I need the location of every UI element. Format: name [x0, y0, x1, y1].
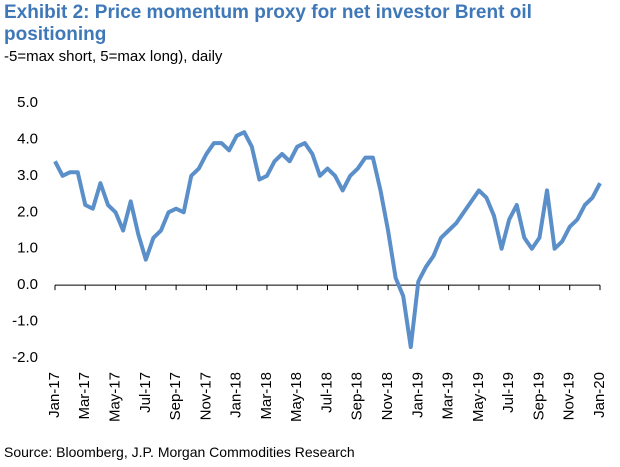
x-tick-label: Sep-17 — [167, 372, 184, 420]
y-tick-label: 3.0 — [17, 167, 38, 184]
x-tick-label: Jul-19 — [500, 372, 517, 413]
x-tick-label: Jan-18 — [228, 372, 245, 418]
y-tick-label: 1.0 — [17, 240, 38, 257]
x-tick-label: Sep-19 — [530, 372, 547, 420]
x-tick-label: Jul-17 — [137, 372, 154, 413]
x-tick-label: May-17 — [107, 372, 124, 422]
x-tick-label: Nov-19 — [561, 372, 578, 420]
x-tick-label: Mar-18 — [258, 372, 275, 420]
y-tick-label: 2.0 — [17, 203, 38, 220]
data-line — [53, 130, 602, 350]
x-tick-label: Jul-18 — [318, 372, 335, 413]
y-tick-label: 4.0 — [17, 130, 38, 147]
x-tick-label: May-19 — [470, 372, 487, 422]
chart: -2.0 -1.0 0.0 1.0 2.0 3.0 4.0 5.0 Jan-17 Mar-17 Ma… — [12, 94, 608, 422]
y-tick-label: 5.0 — [17, 94, 38, 111]
y-tick-label: -1.0 — [12, 313, 38, 330]
x-tick-label: Jan-20 — [591, 372, 608, 418]
x-tick-label: Nov-17 — [197, 372, 214, 420]
chart-title: Exhibit 2: Price momentum proxy for net … — [4, 2, 532, 45]
x-tick-label: Jan-19 — [409, 372, 426, 418]
x-tick-label: Nov-18 — [379, 372, 396, 420]
y-tick-label: -2.0 — [12, 349, 38, 366]
source-note: Source: Bloomberg, J.P. Morgan Commoditi… — [4, 444, 355, 460]
x-tick-label: May-18 — [288, 372, 305, 422]
y-tick-label: 0.0 — [17, 276, 38, 293]
x-tick-label: Mar-19 — [440, 372, 457, 420]
x-tick-label: Sep-18 — [349, 372, 366, 420]
chart-subtitle: -5=max short, 5=max long), daily — [4, 48, 223, 65]
x-tick-label: Jan-17 — [46, 372, 63, 418]
x-tick-label: Mar-17 — [76, 372, 93, 420]
